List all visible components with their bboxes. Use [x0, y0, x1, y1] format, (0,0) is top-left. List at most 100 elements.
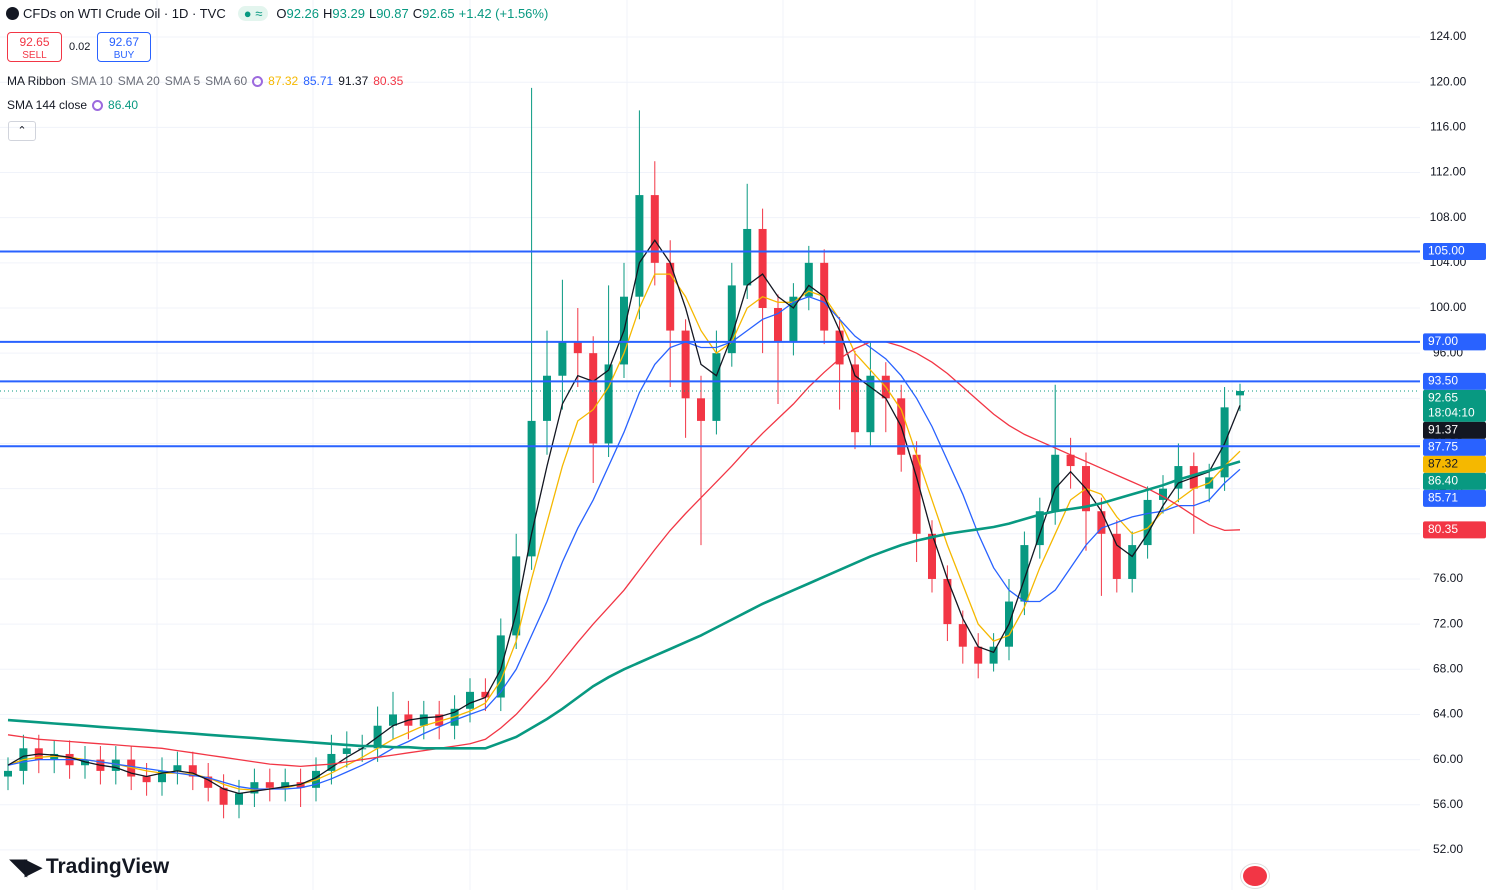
legend-title: MA Ribbon [7, 74, 66, 88]
buy-button[interactable]: 92.67 BUY [97, 32, 151, 62]
y-tick-label: 64.00 [1433, 707, 1463, 721]
candle-body [327, 753, 336, 771]
candle-body [235, 793, 243, 805]
price-tag-label: 87.32 [1428, 457, 1458, 471]
candle-body [789, 296, 798, 342]
legend-ribbon[interactable]: MA Ribbon SMA 10 SMA 20 SMA 5 SMA 60 87.… [7, 74, 403, 88]
candle-body [1174, 466, 1183, 489]
candle-body [142, 776, 151, 783]
candle-body [866, 375, 875, 433]
candle-body [1020, 545, 1029, 602]
buy-price: 92.67 [108, 35, 140, 49]
legend-icon [252, 75, 264, 87]
y-tick-label: 68.00 [1433, 661, 1463, 675]
candle-body [173, 765, 182, 771]
candle-body [958, 624, 967, 647]
legend-value: 91.37 [338, 74, 369, 88]
candle-body [835, 330, 844, 365]
ohlc-l: L90.87 [369, 6, 409, 21]
buy-label: BUY [113, 50, 135, 61]
candle-body [435, 714, 444, 726]
candle-body [758, 228, 767, 308]
price-tag-label: 92.65 [1428, 391, 1458, 405]
y-tick-label: 100.00 [1430, 300, 1467, 314]
candle-body [912, 454, 921, 534]
price-tag-label: 93.50 [1428, 374, 1458, 388]
ohlc-h: H93.29 [323, 6, 365, 21]
candle-body [774, 307, 782, 342]
candle-body [743, 228, 752, 286]
price-tag-label: 85.71 [1428, 491, 1458, 505]
legend-value: 87.32 [268, 74, 299, 88]
price-tag [1423, 455, 1486, 473]
ohlc-c: C92.65 [413, 6, 455, 21]
candle-body [635, 195, 644, 297]
candle-body [928, 533, 936, 579]
candle-body [481, 691, 490, 698]
legend-value: 80.35 [373, 74, 404, 88]
status-pill[interactable]: ● ≈ [237, 6, 269, 21]
candle-body [219, 787, 228, 805]
ohlc-value: 92.26 [286, 6, 320, 21]
candle-body [666, 262, 675, 331]
price-tag [1423, 372, 1486, 390]
ohlc-key: H [323, 6, 333, 21]
sell-button[interactable]: 92.65 SELL [7, 32, 62, 62]
legend-icon [92, 99, 104, 111]
candle-body [681, 330, 690, 399]
candle-body [1097, 511, 1106, 534]
price-tag-label: 80.35 [1428, 522, 1458, 536]
y-tick-label: 52.00 [1433, 842, 1463, 856]
legend-sma144[interactable]: SMA 144 close 86.40 [7, 98, 138, 112]
y-tick-label: 56.00 [1433, 797, 1463, 811]
price-tag-label: 87.75 [1428, 440, 1458, 454]
logo-icon: ◥▶ [10, 854, 42, 879]
legend-entry: SMA 60 [205, 74, 248, 88]
candle-body [1236, 390, 1244, 396]
legend-entry: SMA 5 [164, 74, 201, 88]
candle-body [466, 691, 474, 709]
ohlc-key: C [412, 6, 423, 21]
candle-body [712, 353, 721, 421]
spread: 0.02 [69, 41, 91, 53]
logo: ◥▶ TradingView [10, 854, 169, 880]
price-tag [1423, 421, 1486, 439]
candle-body [188, 765, 197, 777]
candle-body [604, 364, 613, 444]
candle-body [804, 262, 813, 297]
sell-label: SELL [22, 50, 47, 61]
symbol[interactable]: CFDs on WTI Crude Oil · 1D · TVC [23, 6, 226, 21]
candle-body [851, 364, 859, 433]
candle-body [204, 776, 213, 788]
price-tag-label: 91.37 [1428, 423, 1458, 437]
candle-body [4, 770, 12, 777]
y-tick-label: 60.00 [1433, 752, 1463, 766]
candle-body [1066, 454, 1075, 467]
candle-body [496, 635, 505, 698]
legend-value: 86.40 [108, 98, 139, 112]
candle-body [111, 759, 120, 771]
y-tick-label: 120.00 [1430, 74, 1467, 88]
price-tag [1423, 472, 1486, 490]
flag-icon[interactable] [1241, 864, 1269, 888]
symbol-header: CFDs on WTI Crude Oil · 1D · TVC ● ≈ O92… [6, 6, 548, 21]
legend-value: 85.71 [303, 74, 334, 88]
candle-body [419, 714, 428, 726]
candle-body [589, 353, 598, 444]
ma-line [7, 296, 1241, 790]
candle-body [1128, 545, 1137, 579]
symbol-icon [6, 7, 19, 20]
ohlc-key: L [368, 6, 377, 21]
candle-body [650, 195, 659, 263]
price-tag [1423, 438, 1486, 456]
candle-body [250, 782, 259, 794]
collapse-button[interactable]: ⌃ [8, 121, 36, 141]
candle-body [389, 714, 397, 726]
ma-line [7, 460, 1241, 750]
legend-entry: SMA 10 [70, 74, 113, 88]
candle-body [543, 375, 551, 421]
candle-body [1112, 533, 1121, 579]
candle-body [265, 782, 274, 788]
price-tag [1423, 243, 1486, 261]
